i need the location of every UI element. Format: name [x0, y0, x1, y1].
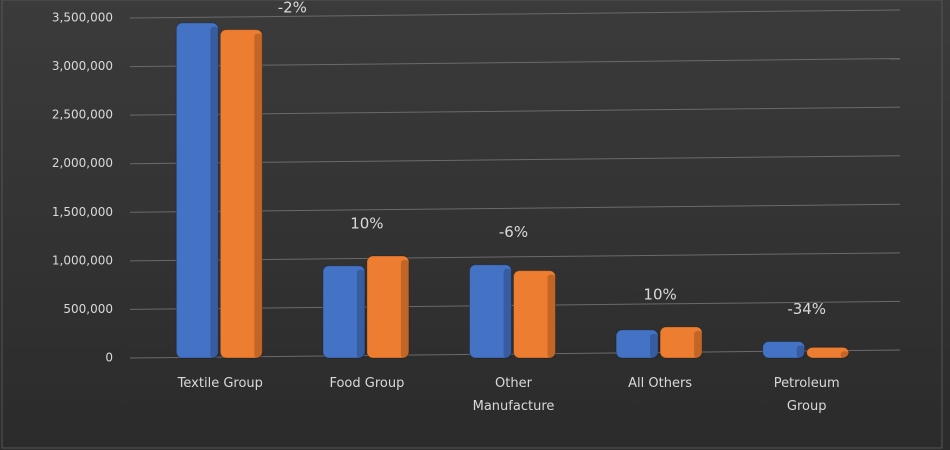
- y-tick-label: 3,500,000: [52, 11, 113, 25]
- y-tick-label: 0: [105, 351, 113, 365]
- bar-shade: [503, 268, 512, 358]
- bar-shade: [210, 26, 219, 358]
- y-tick-label: 2,500,000: [52, 108, 113, 122]
- bar: [219, 29, 263, 359]
- bar-shade: [356, 269, 365, 358]
- x-tick-label: Other Manufacture: [472, 376, 555, 414]
- y-tick-label: 2,000,000: [52, 156, 113, 170]
- bar-shade: [547, 274, 556, 358]
- x-tick-label: Food Group: [329, 376, 405, 391]
- bar: [806, 346, 850, 359]
- bar: [366, 255, 410, 359]
- y-tick-label: 1,500,000: [52, 205, 113, 219]
- annotation: -2%: [278, 0, 307, 17]
- y-tick-label: 3,000,000: [52, 59, 113, 73]
- x-tick-label: Textile Group: [177, 376, 263, 391]
- bar-shade: [840, 351, 849, 358]
- bar: [513, 270, 556, 359]
- annotation: 10%: [350, 215, 383, 233]
- annotation: -34%: [787, 300, 826, 318]
- y-tick-label: 500,000: [63, 302, 113, 316]
- bar-shade: [796, 345, 805, 358]
- bar: [659, 326, 703, 359]
- grid-line: [129, 9, 901, 19]
- bar: [322, 265, 366, 359]
- bar-shade: [694, 330, 703, 358]
- x-tick-label: Petroleum Group: [773, 376, 840, 414]
- annotation: 10%: [643, 285, 676, 303]
- bar-shade: [650, 333, 659, 358]
- annotation: -6%: [499, 223, 528, 241]
- bar-shade: [400, 260, 409, 358]
- bar-shade: [254, 33, 263, 359]
- bar: [175, 22, 219, 359]
- y-tick-label: 1,000,000: [52, 253, 113, 267]
- bar: [762, 340, 806, 359]
- x-tick-label: All Others: [628, 376, 693, 391]
- bar: [615, 329, 659, 359]
- bar: [469, 264, 512, 359]
